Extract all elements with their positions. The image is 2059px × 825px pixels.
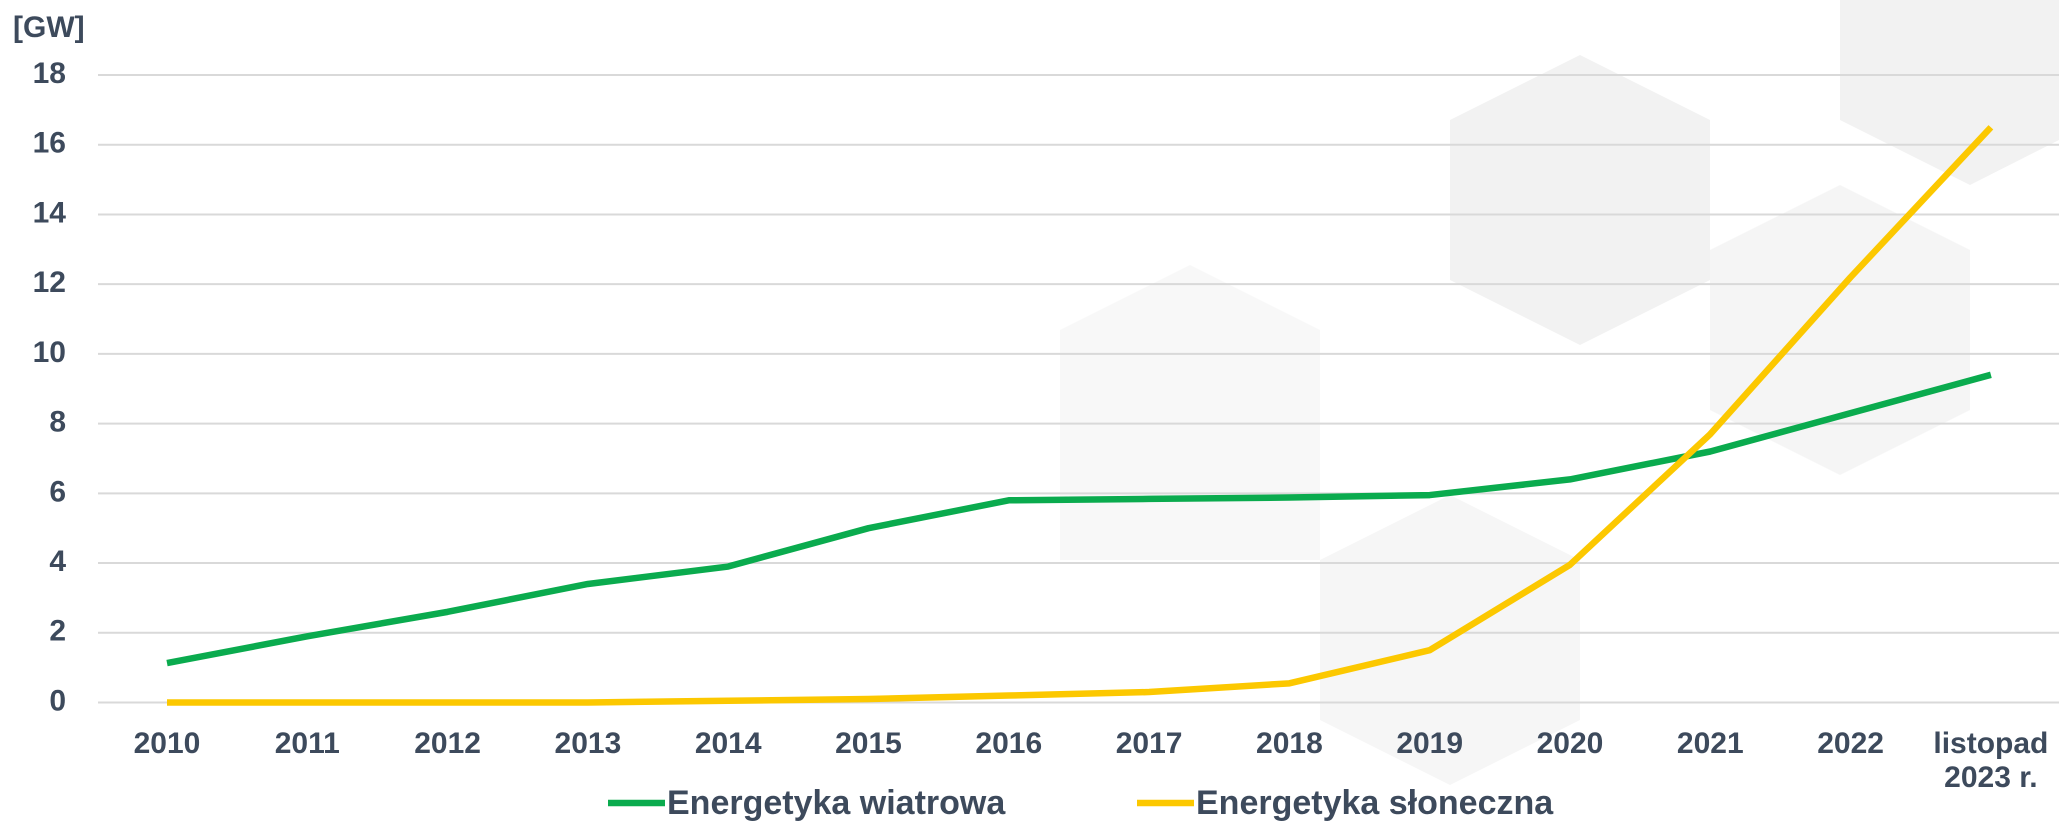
legend-label: Energetyka słoneczna xyxy=(1196,784,1554,822)
background-pattern xyxy=(1060,0,2059,785)
y-tick-label: 16 xyxy=(33,127,66,160)
x-tick-label: 2020 xyxy=(1505,727,1635,761)
y-axis-label: [GW] xyxy=(13,11,85,44)
x-tick-label: 2018 xyxy=(1224,727,1354,761)
x-tick-label: 2019 xyxy=(1365,727,1495,761)
y-tick-label: 10 xyxy=(33,336,66,369)
chart-page: [GW] 0 2 4 6 8 10 12 14 16 18 Energetyka wiatrowa E… xyxy=(0,0,2059,825)
y-tick-label: 2 xyxy=(49,615,66,648)
y-tick-label: 18 xyxy=(33,57,66,90)
x-tick-label: 2011 xyxy=(242,727,372,761)
y-tick-label: 6 xyxy=(49,475,66,508)
x-tick-label: 2016 xyxy=(944,727,1074,761)
y-tick-label: 14 xyxy=(33,196,67,229)
x-tick-label: 2017 xyxy=(1084,727,1214,761)
chart: [GW] 0 2 4 6 8 10 12 14 16 18 Energetyka wiatrowa E… xyxy=(0,0,2059,825)
y-tick-label: 4 xyxy=(49,545,66,578)
x-tick-label: listopad 2023 r. xyxy=(1926,727,2056,795)
x-tick-label: 2021 xyxy=(1645,727,1775,761)
x-tick-label: 2013 xyxy=(523,727,653,761)
y-tick-label: 12 xyxy=(33,266,66,299)
x-tick-label: 2022 xyxy=(1786,727,1916,761)
x-tick-label: 2012 xyxy=(383,727,513,761)
y-tick-label: 8 xyxy=(49,406,66,439)
legend-label: Energetyka wiatrowa xyxy=(667,784,1006,822)
y-tick-label: 0 xyxy=(49,684,66,717)
x-tick-label: 2014 xyxy=(663,727,793,761)
x-tick-label: 2010 xyxy=(102,727,232,761)
x-tick-label: 2015 xyxy=(804,727,934,761)
